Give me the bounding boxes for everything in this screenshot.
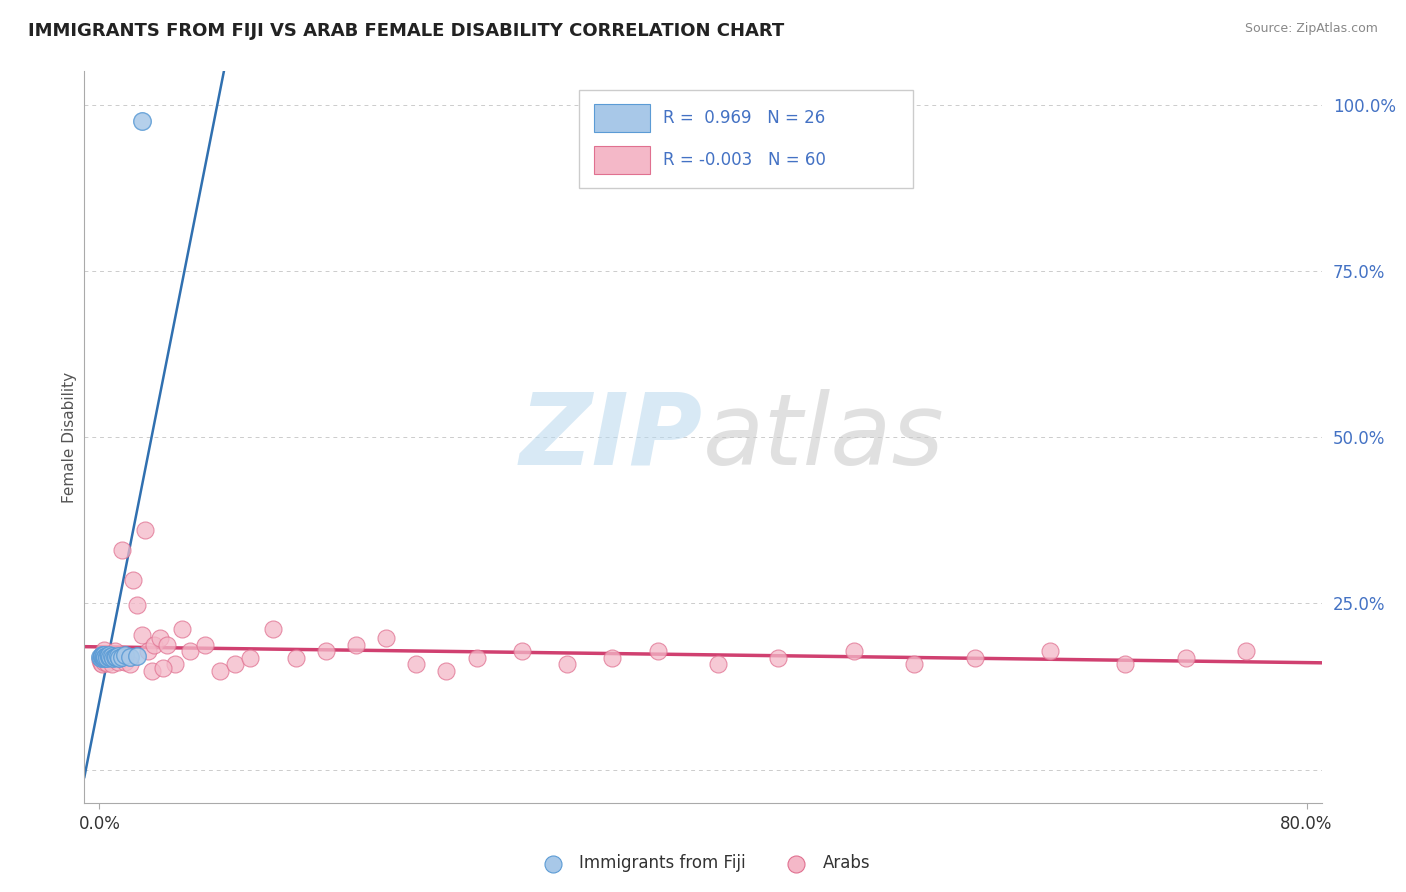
Point — [156, 638, 179, 652]
Point — [89, 649, 111, 664]
FancyBboxPatch shape — [579, 90, 914, 188]
Point — [647, 644, 669, 658]
Point — [127, 648, 149, 663]
Point — [768, 650, 790, 665]
Point — [103, 644, 125, 658]
Point — [209, 664, 232, 678]
Point — [142, 638, 165, 652]
Point — [510, 644, 533, 658]
Point — [91, 649, 114, 664]
Point — [121, 573, 143, 587]
Point — [179, 644, 201, 658]
Point — [96, 650, 118, 665]
Point — [108, 650, 131, 665]
Point — [89, 653, 111, 667]
Point — [111, 648, 134, 663]
Point — [91, 657, 114, 672]
Point — [903, 657, 925, 672]
Point — [131, 628, 153, 642]
Point — [98, 650, 121, 665]
Point — [118, 657, 141, 672]
Point — [163, 657, 186, 672]
Point — [103, 649, 125, 664]
Point — [1114, 657, 1136, 672]
Point — [375, 631, 398, 645]
Point — [152, 661, 174, 675]
Legend: Immigrants from Fiji, Arabs: Immigrants from Fiji, Arabs — [529, 847, 877, 879]
Point — [94, 648, 117, 663]
Point — [93, 650, 115, 665]
Point — [97, 648, 120, 663]
Point — [108, 650, 131, 665]
Point — [91, 650, 114, 665]
Point — [96, 648, 118, 663]
Point — [465, 650, 488, 665]
Point — [224, 657, 246, 672]
Point — [707, 657, 730, 672]
Point — [436, 664, 458, 678]
Point — [315, 644, 337, 658]
Point — [344, 638, 367, 652]
Point — [284, 650, 307, 665]
Point — [98, 650, 121, 665]
Point — [239, 650, 262, 665]
Point — [107, 648, 129, 663]
Point — [100, 648, 122, 663]
Point — [136, 644, 159, 658]
Y-axis label: Female Disability: Female Disability — [62, 371, 77, 503]
Point — [91, 650, 114, 665]
Point — [101, 648, 124, 663]
Point — [97, 649, 120, 664]
Point — [90, 648, 112, 663]
Point — [149, 631, 172, 645]
Point — [172, 622, 194, 636]
FancyBboxPatch shape — [595, 146, 650, 174]
Point — [118, 650, 141, 665]
Point — [100, 657, 122, 672]
Point — [1039, 644, 1062, 658]
Point — [93, 655, 115, 669]
Point — [91, 648, 114, 663]
Point — [842, 644, 865, 658]
Point — [111, 649, 134, 664]
Point — [97, 648, 120, 663]
Point — [96, 656, 118, 670]
Point — [96, 650, 118, 665]
Point — [555, 657, 578, 672]
Point — [93, 643, 115, 657]
Point — [134, 523, 156, 537]
Point — [141, 664, 163, 678]
Point — [602, 650, 624, 665]
Point — [94, 650, 117, 665]
Point — [93, 648, 115, 663]
Point — [111, 543, 134, 558]
Point — [1234, 644, 1257, 658]
Point — [262, 622, 284, 636]
Point — [105, 650, 128, 665]
Point — [107, 655, 129, 669]
Text: IMMIGRANTS FROM FIJI VS ARAB FEMALE DISABILITY CORRELATION CHART: IMMIGRANTS FROM FIJI VS ARAB FEMALE DISA… — [28, 22, 785, 40]
Text: ZIP: ZIP — [520, 389, 703, 485]
Point — [114, 648, 136, 663]
Point — [90, 649, 112, 664]
FancyBboxPatch shape — [595, 104, 650, 132]
Point — [405, 657, 427, 672]
Point — [194, 638, 217, 652]
Point — [90, 656, 112, 670]
Point — [101, 650, 124, 665]
Text: atlas: atlas — [703, 389, 945, 485]
Point — [94, 649, 117, 664]
Point — [127, 598, 149, 612]
Point — [114, 655, 136, 669]
Point — [90, 648, 112, 663]
Text: R = -0.003   N = 60: R = -0.003 N = 60 — [664, 151, 827, 169]
Point — [90, 650, 112, 665]
Point — [963, 650, 986, 665]
Text: Source: ZipAtlas.com: Source: ZipAtlas.com — [1244, 22, 1378, 36]
Text: R =  0.969   N = 26: R = 0.969 N = 26 — [664, 109, 825, 128]
Point — [131, 114, 153, 128]
Point — [1174, 650, 1197, 665]
